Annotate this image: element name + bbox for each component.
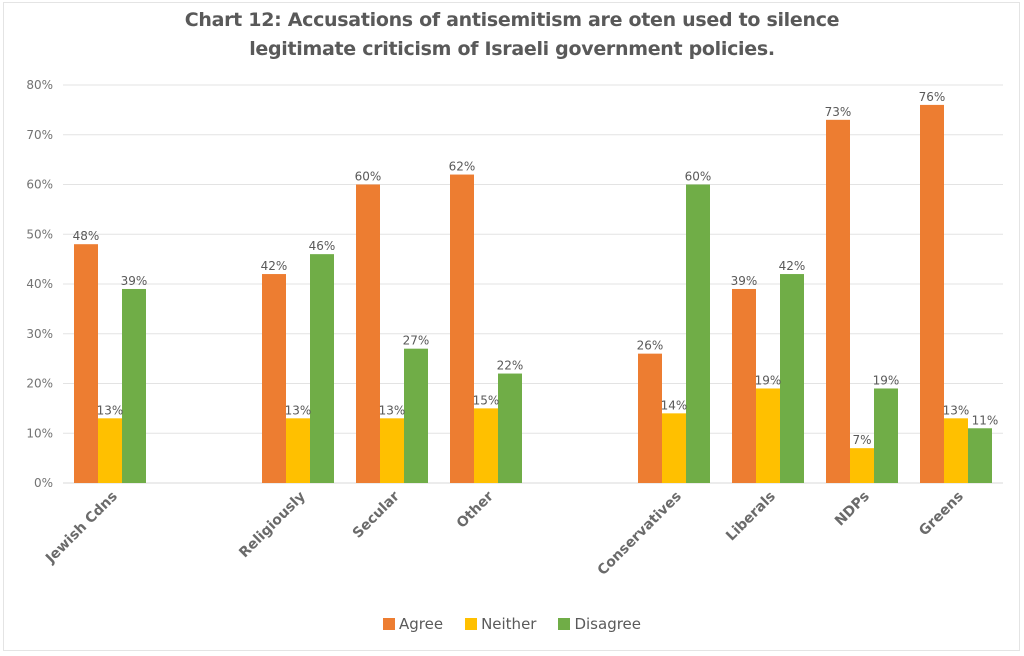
data-label: 42% <box>779 259 806 273</box>
data-label: 46% <box>309 239 336 253</box>
data-label: 13% <box>97 403 124 417</box>
legend-label: Disagree <box>574 615 642 633</box>
data-label: 22% <box>497 359 524 373</box>
legend-swatch <box>382 618 395 630</box>
data-label: 14% <box>661 398 688 412</box>
x-tick-label: Liberals <box>723 489 779 545</box>
data-label: 48% <box>73 229 100 243</box>
legend-label: Neither <box>481 615 537 633</box>
y-tick-label: 40% <box>26 277 53 291</box>
x-tick-label: Conservatives <box>595 489 685 579</box>
bar-neither <box>850 448 874 483</box>
data-label: 39% <box>731 274 758 288</box>
bars <box>74 104 992 484</box>
y-tick-label: 50% <box>26 227 53 241</box>
gridlines <box>63 84 1003 484</box>
data-label: 13% <box>943 403 970 417</box>
legend-label: Agree <box>398 615 444 633</box>
bar-agree <box>638 353 662 483</box>
bar-neither <box>286 418 310 483</box>
bar-agree <box>920 104 944 484</box>
data-label: 19% <box>755 373 782 387</box>
y-tick-label: 80% <box>26 78 53 92</box>
data-label: 60% <box>685 170 712 184</box>
data-label: 39% <box>121 274 148 288</box>
bar-agree <box>262 274 286 483</box>
y-tick-label: 0% <box>34 476 53 490</box>
bar-agree <box>826 119 850 483</box>
x-tick-label: NDPs <box>832 489 873 530</box>
data-label: 26% <box>637 339 664 353</box>
data-label: 13% <box>379 403 406 417</box>
y-axis-ticks: 0% 10% 20% 30% 40% 50% 60% 70% 80% <box>26 78 53 490</box>
bar-neither <box>474 408 498 483</box>
data-label: 62% <box>449 160 476 174</box>
bar-neither <box>756 388 780 483</box>
x-tick-label: Other <box>454 488 497 531</box>
bar-disagree <box>874 388 898 483</box>
bar-agree <box>74 244 98 483</box>
data-label: 76% <box>919 90 946 104</box>
chart-title: Chart 12: Accusations of antisemitism ar… <box>0 6 1024 64</box>
legend-item-disagree: Disagree <box>558 615 641 633</box>
bar-agree <box>356 184 380 483</box>
x-tick-label: Secular <box>350 488 403 541</box>
data-labels: 48% 13% 39% 42% 13% 46% 60% 13% 27% 62% 15% 22% 26% 1… <box>73 90 999 447</box>
chart-title-line-2: legitimate criticism of Israeli governme… <box>249 38 775 60</box>
bar-disagree <box>404 348 428 483</box>
data-label: 13% <box>285 403 312 417</box>
data-label: 19% <box>873 373 900 387</box>
legend-swatch <box>558 618 571 630</box>
legend-swatch <box>465 618 478 630</box>
legend-item-agree: Agree <box>382 615 444 633</box>
y-tick-label: 70% <box>26 128 53 142</box>
y-tick-label: 60% <box>26 178 53 192</box>
bar-neither <box>662 413 686 483</box>
x-tick-label: Greens <box>916 489 967 540</box>
bar-disagree <box>122 288 146 483</box>
data-label: 27% <box>403 334 430 348</box>
bar-disagree <box>686 184 710 483</box>
y-tick-label: 30% <box>26 327 53 341</box>
chart-title-line-1: Chart 12: Accusations of antisemitism ar… <box>184 9 840 31</box>
y-tick-label: 20% <box>26 377 53 391</box>
chart-frame <box>3 2 1020 651</box>
bar-neither <box>944 418 968 483</box>
bar-disagree <box>498 373 522 483</box>
bar-neither <box>380 418 404 483</box>
bar-agree <box>450 174 474 484</box>
legend: Agree Neither Disagree <box>0 615 1024 633</box>
bar-neither <box>98 418 122 483</box>
bar-disagree <box>310 254 334 483</box>
x-tick-label: Religiously <box>236 489 309 562</box>
data-label: 15% <box>473 393 500 407</box>
data-label: 60% <box>355 170 382 184</box>
bar-agree <box>732 288 756 483</box>
data-label: 7% <box>852 433 871 447</box>
data-label: 42% <box>261 259 288 273</box>
x-axis-labels: Jewish Cdns Religiously Secular Other Conser… <box>42 488 967 578</box>
bar-disagree <box>968 428 992 483</box>
legend-item-neither: Neither <box>465 615 536 633</box>
bar-disagree <box>780 274 804 483</box>
data-label: 11% <box>972 413 999 427</box>
x-tick-label: Jewish Cdns <box>42 489 121 568</box>
data-label: 73% <box>825 105 852 119</box>
y-tick-label: 10% <box>26 426 53 440</box>
